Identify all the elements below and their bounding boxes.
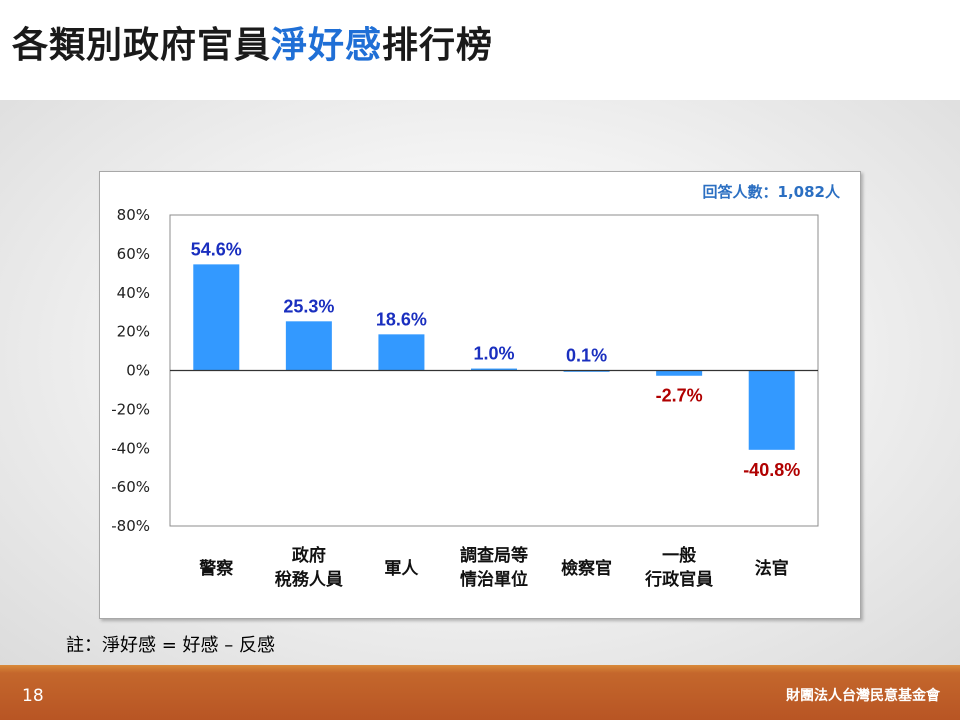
x-category-label: 軍人 xyxy=(384,559,419,579)
respondents-note: 回答人數：1,082人 xyxy=(703,183,841,201)
x-category-label: 警察 xyxy=(198,558,234,579)
footer-bar xyxy=(0,665,960,720)
y-tick-label: 20% xyxy=(117,323,150,341)
y-tick-label: -20% xyxy=(111,400,150,418)
bar xyxy=(193,264,240,371)
x-category-label: 法官 xyxy=(755,558,789,579)
bar-chart: 80% 60% 40% 20% 0% -20% -40% -60% -80% 54.6% 警察 25.… xyxy=(111,183,841,590)
data-label: 0.1% xyxy=(566,345,607,365)
y-tick-label: 0% xyxy=(126,362,150,380)
x-category-label: 行政官員 xyxy=(644,569,713,590)
bar xyxy=(471,368,517,371)
x-category-label: 情治單位 xyxy=(460,569,528,590)
footnote: 註：淨好感 = 好感 – 反感 xyxy=(66,635,275,656)
y-tick-label: -40% xyxy=(111,439,150,457)
x-category-label: 稅務人員 xyxy=(275,569,343,590)
x-category-label: 政府 xyxy=(292,545,326,566)
page-number: 18 xyxy=(22,686,44,706)
y-tick-label: 40% xyxy=(117,284,150,302)
x-category-label: 檢察官 xyxy=(561,558,612,579)
organization-name: 財團法人台灣民意基金會 xyxy=(786,688,940,704)
chart-container: 80% 60% 40% 20% 0% -20% -40% -60% -80% 54.6% 警察 25.… xyxy=(99,171,861,619)
title-part-1: 各類別政府官員 xyxy=(12,25,272,66)
bar xyxy=(748,370,795,450)
bar xyxy=(285,321,332,371)
bar xyxy=(656,370,703,376)
y-tick-label: -80% xyxy=(111,517,150,535)
x-category-label: 調查局等 xyxy=(460,545,528,566)
data-label: -2.7% xyxy=(656,386,703,406)
bar xyxy=(378,334,425,371)
data-label: 25.3% xyxy=(283,296,334,316)
slide-title: 各類別政府官員淨好感排行榜 xyxy=(12,22,493,70)
x-category-label: 一般 xyxy=(662,545,696,566)
data-label: 1.0% xyxy=(473,344,514,364)
y-tick-label: 80% xyxy=(117,206,150,224)
data-label: 18.6% xyxy=(376,309,427,329)
y-tick-label: -60% xyxy=(111,478,150,496)
data-label: -40.8% xyxy=(743,460,800,480)
data-label: 54.6% xyxy=(191,239,242,259)
title-highlight: 淨好感 xyxy=(271,25,383,66)
title-part-2: 排行榜 xyxy=(382,25,494,66)
y-tick-label: 60% xyxy=(117,245,150,263)
